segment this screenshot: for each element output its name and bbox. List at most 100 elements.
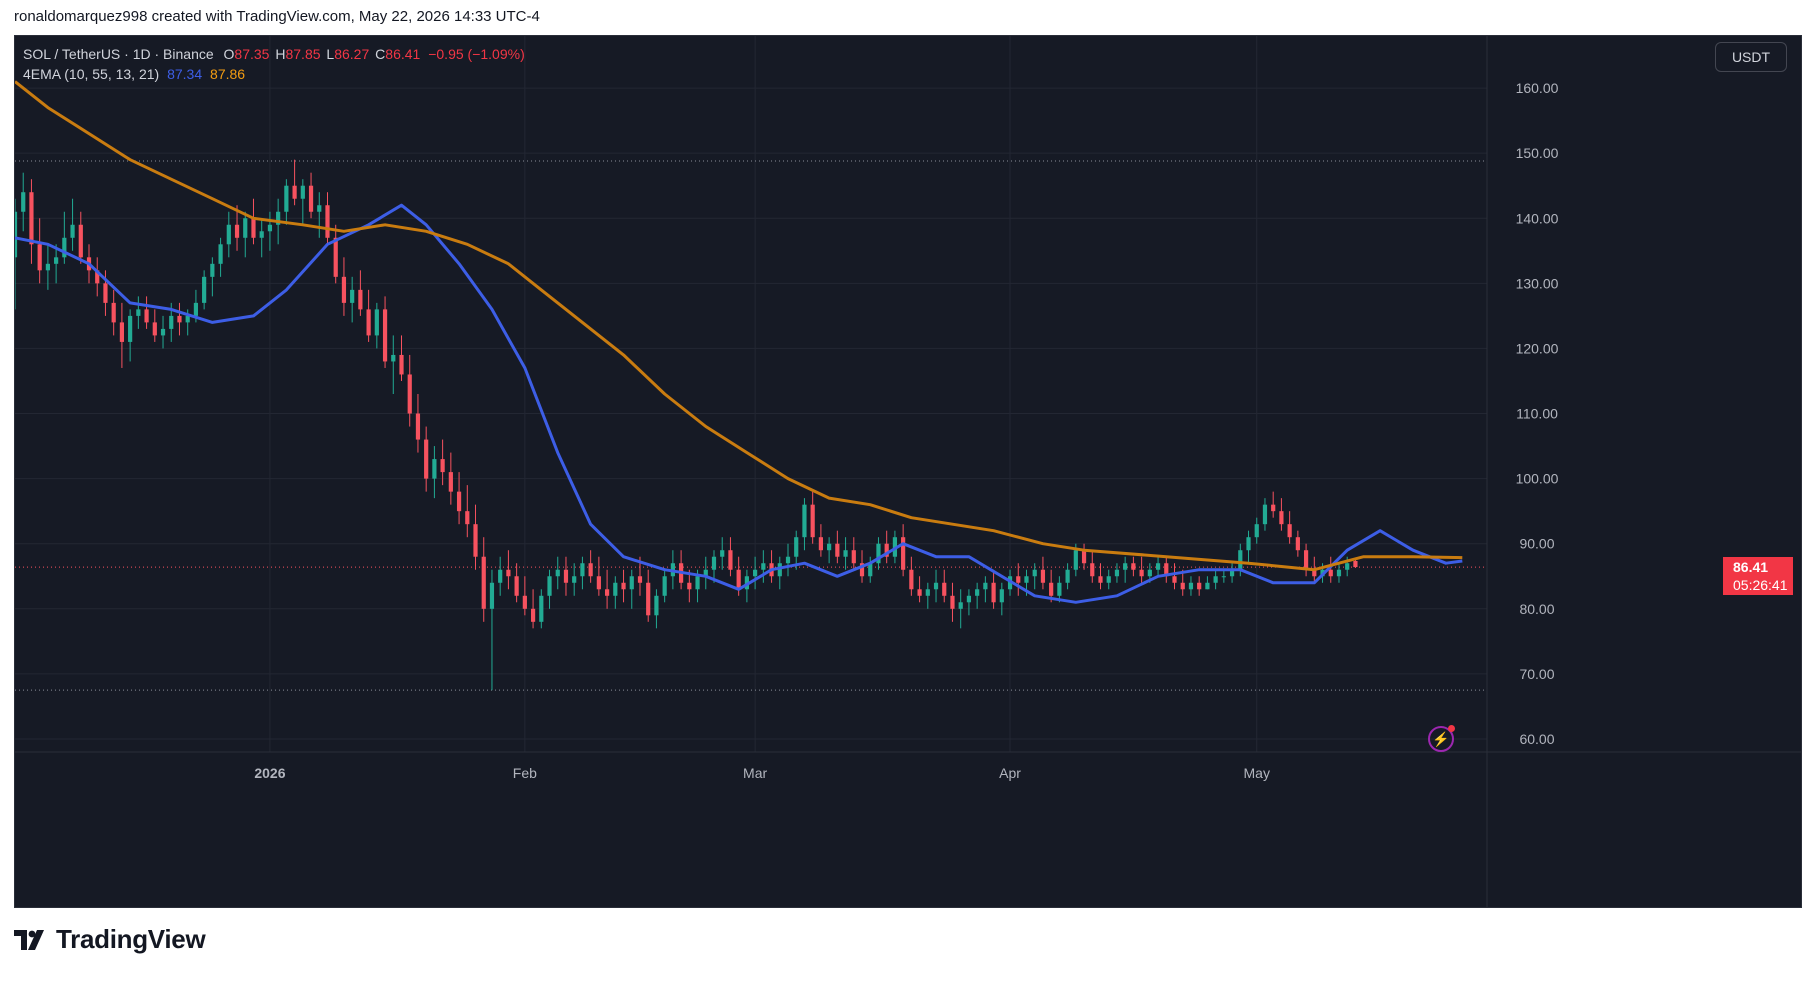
candle-down	[506, 569, 511, 577]
candle-down	[1172, 576, 1177, 583]
candle-down	[1139, 569, 1144, 577]
candle-up	[933, 582, 939, 590]
candle-down	[1328, 569, 1333, 577]
candle-down	[1016, 576, 1021, 583]
candle-up	[1114, 569, 1120, 577]
candle-down	[119, 322, 125, 342]
y-tick-label: 150.00	[1516, 145, 1559, 161]
candle-up	[1213, 576, 1218, 583]
y-tick-label: 140.00	[1516, 210, 1559, 226]
candle-down	[29, 192, 34, 245]
candle-up	[794, 537, 799, 557]
candlestick-chart[interactable]: 160.00 150.00 140.00 130.00 120.00 110.00 100.…	[15, 36, 1802, 908]
candle-up	[1229, 569, 1235, 577]
candle-up	[218, 244, 223, 264]
candle-up	[1024, 576, 1029, 583]
ohlc-row: SOL / TetherUS · 1D · Binance O87.35 H87…	[23, 44, 525, 64]
candle-down	[901, 537, 906, 570]
ema-slow-value: 87.86	[210, 66, 246, 82]
high-label: H	[275, 46, 286, 62]
candle-down	[810, 504, 815, 538]
candle-down	[424, 439, 429, 479]
candle-down	[1131, 563, 1136, 570]
candle-down	[637, 576, 643, 583]
y-tick-label: 160.00	[1516, 80, 1559, 96]
candle-down	[835, 543, 840, 557]
candle-down	[341, 276, 347, 303]
candle-up	[580, 563, 585, 577]
candle-down	[144, 309, 149, 323]
candle-up	[777, 563, 782, 577]
ema-fast-value: 87.34	[167, 66, 203, 82]
indicator-label[interactable]: 4EMA (10, 55, 13, 21)	[23, 66, 160, 82]
candle-up	[555, 569, 560, 577]
chart-credit: ronaldomarquez998 created with TradingVi…	[14, 8, 540, 25]
tradingview-logo-icon	[14, 929, 44, 950]
y-tick-label: 110.00	[1516, 406, 1558, 422]
bar-countdown: 05:26:41	[1733, 577, 1788, 594]
candle-down	[292, 185, 297, 199]
y-tick-label: 100.00	[1516, 471, 1559, 487]
chart-area[interactable]: 160.00 150.00 140.00 130.00 120.00 110.00 100.…	[14, 35, 1802, 908]
candle-up	[1345, 563, 1350, 570]
currency-button[interactable]: USDT	[1715, 42, 1787, 72]
candle-up	[202, 276, 207, 303]
candle-down	[440, 459, 445, 473]
candle-down	[950, 595, 955, 609]
candle-up	[243, 218, 248, 238]
x-tick-label: May	[1244, 765, 1270, 781]
candle-up	[45, 263, 50, 271]
y-tick-label: 120.00	[1516, 340, 1559, 356]
tradingview-brand: TradingView	[14, 924, 206, 955]
chart-legend: SOL / TetherUS · 1D · Binance O87.35 H87…	[23, 44, 525, 84]
candle-up	[1155, 563, 1161, 570]
candle-down	[95, 270, 100, 284]
candle-up	[300, 185, 305, 199]
candle-up	[489, 582, 495, 609]
candle-down	[325, 205, 330, 238]
candle-up	[1065, 569, 1070, 583]
lightning-icon[interactable]: ⚡	[1428, 725, 1455, 752]
candle-down	[530, 608, 536, 622]
candle-down	[456, 491, 462, 512]
candle-up	[1106, 576, 1111, 583]
candle-up	[1205, 582, 1210, 590]
candle-down	[1279, 511, 1284, 525]
candle-down	[514, 576, 519, 596]
candle-up	[720, 550, 725, 557]
open-value: 87.35	[234, 46, 270, 62]
candle-up	[1221, 576, 1226, 578]
candle-down	[1353, 560, 1358, 568]
last-price-tag: 86.41 05:26:41	[1723, 557, 1793, 596]
candle-down	[415, 413, 421, 440]
y-tick-label: 90.00	[1519, 536, 1554, 552]
candle-up	[62, 237, 67, 258]
y-tick-label: 60.00	[1519, 731, 1554, 747]
brand-name: TradingView	[56, 924, 206, 954]
close-label: C	[375, 46, 386, 62]
candle-up	[1246, 537, 1251, 551]
candle-down	[358, 289, 363, 310]
notification-dot	[1448, 725, 1455, 732]
candle-down	[604, 589, 610, 596]
candle-up	[1073, 550, 1078, 570]
candle-up	[925, 589, 930, 596]
x-tick-label: 2026	[254, 765, 285, 781]
candle-down	[884, 543, 889, 557]
candle-up	[54, 257, 59, 264]
candle-down	[588, 563, 593, 577]
candle-up	[711, 556, 717, 570]
candle-up	[1254, 524, 1259, 538]
candle-down	[1049, 582, 1054, 596]
candle-down	[1312, 569, 1317, 577]
candle-down	[465, 511, 470, 525]
candle-up	[827, 543, 832, 551]
candle-down	[1197, 582, 1202, 590]
candle-down	[234, 224, 240, 238]
candle-up	[432, 459, 437, 479]
candle-down	[818, 537, 823, 551]
symbol-label[interactable]: SOL / TetherUS · 1D · Binance	[23, 46, 214, 62]
indicator-row: 4EMA (10, 55, 13, 21) 87.34 87.86	[23, 64, 525, 84]
candle-up	[843, 550, 848, 557]
candle-down	[909, 569, 914, 590]
